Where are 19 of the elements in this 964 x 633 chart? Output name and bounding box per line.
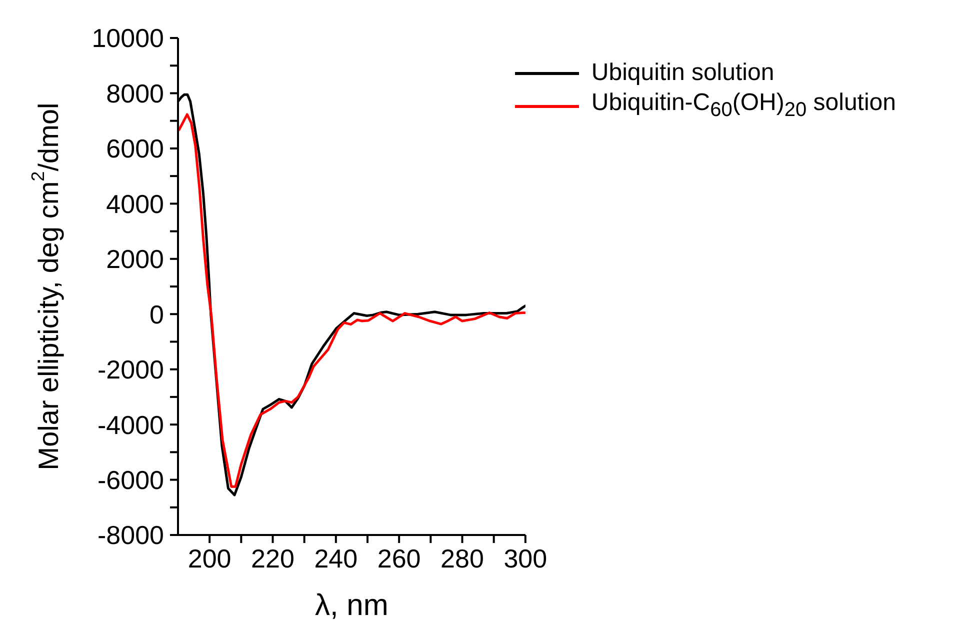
y-tick-label: -8000 [98,520,164,550]
x-tick-label: 200 [188,543,232,574]
y-tick-label: 6000 [106,134,164,164]
y-tick-label: 0 [150,299,164,330]
legend-label: Ubiquitin-C$_{60}$(OH)$_{20}$ solution [591,88,896,123]
legend-label: Ubiquitin solution [591,58,774,88]
y-tick-label: -6000 [98,465,164,496]
y-tick-label: -2000 [98,354,164,385]
x-tick-label: 280 [440,543,484,574]
x-tick-label: 300 [504,543,548,574]
x-tick-label: 240 [314,543,358,574]
x-tick-label: 220 [251,543,294,574]
x-axis-title: λ, nm [315,589,388,622]
y-tick-label: 4000 [106,188,164,219]
y-tick-label: 10000 [92,23,164,54]
y-tick-label: -4000 [98,410,164,440]
y-tick-label: 8000 [106,78,164,108]
y-tick-label: 2000 [106,244,164,274]
x-tick-label: 260 [377,543,421,574]
